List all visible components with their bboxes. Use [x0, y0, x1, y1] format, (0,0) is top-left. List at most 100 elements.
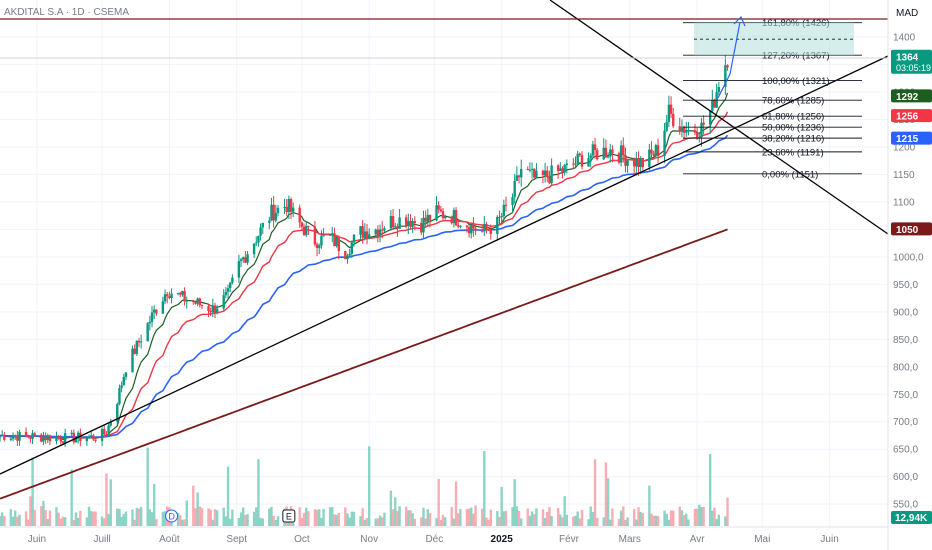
candle [131, 345, 134, 373]
volume-bar [367, 446, 371, 526]
volume-bar [122, 514, 125, 526]
candle [215, 305, 219, 315]
candle [472, 217, 475, 237]
candle [276, 205, 280, 217]
volume-bar [257, 459, 260, 526]
candle [11, 432, 15, 442]
candle [100, 427, 104, 447]
volume-bar [124, 511, 128, 526]
fib-level-label: 38,20% (1216) [762, 134, 824, 145]
price-badge-countdown: 03:05:19 [896, 63, 931, 73]
candle [428, 214, 432, 228]
volume-bar [335, 514, 338, 526]
candle [346, 253, 349, 264]
candle [556, 164, 560, 179]
volume-bar [533, 514, 536, 526]
y-tick-label: 800,0 [893, 362, 918, 373]
volume-bar [565, 514, 569, 526]
candle [513, 174, 516, 204]
candle [302, 223, 306, 236]
volume-bar [424, 518, 427, 526]
volume-bar [116, 508, 119, 526]
volume-bar [107, 513, 110, 526]
candle [672, 107, 675, 129]
volume-bar [715, 519, 718, 526]
candle [626, 159, 629, 173]
candle [526, 166, 529, 171]
candle [374, 228, 377, 238]
candle [559, 161, 562, 172]
candle [444, 214, 447, 220]
volume-bar [617, 518, 621, 526]
volume-bar [682, 515, 686, 526]
volume-bar [622, 506, 625, 526]
candle [274, 204, 278, 223]
candle [665, 114, 668, 133]
candle [517, 174, 521, 184]
volume-bar [120, 516, 123, 526]
volume-bar [196, 492, 199, 526]
candle [548, 170, 551, 185]
candle [520, 159, 523, 187]
candle [335, 237, 338, 248]
candle [580, 151, 584, 170]
candle [578, 152, 582, 157]
volume-bar [148, 509, 152, 526]
volume-badge: 12,94K [891, 511, 932, 524]
fib-level-label: 127,20% (1367) [762, 51, 830, 62]
candle [183, 287, 186, 306]
volume-bar [656, 515, 660, 526]
volume-bar [450, 507, 453, 526]
volume-bar [255, 507, 258, 526]
volume-bar [394, 497, 397, 526]
candle [563, 163, 566, 176]
candle [350, 240, 354, 258]
volume-bar [470, 507, 473, 526]
candle [239, 257, 243, 268]
candle [166, 291, 169, 304]
candle [155, 309, 158, 316]
volume-bar [150, 512, 154, 526]
candle [18, 429, 21, 446]
volume-bar [576, 511, 579, 526]
candle [259, 223, 262, 241]
y-tick-label: 950,0 [893, 280, 918, 291]
candle [313, 221, 317, 247]
event-marker: D [165, 509, 179, 523]
volume-bar [224, 516, 228, 526]
candle [708, 110, 712, 134]
volume-bar [619, 510, 623, 526]
volume-bar [72, 519, 76, 526]
candle [652, 150, 655, 158]
candle [487, 228, 490, 232]
candle [328, 233, 332, 236]
volume-bar [109, 479, 112, 526]
candle [87, 434, 91, 439]
candle [698, 132, 701, 143]
x-tick-label: Avr [690, 534, 705, 545]
candle [639, 156, 642, 175]
price-badge: 1292 [891, 89, 932, 103]
volume-bar [457, 513, 460, 526]
candle [146, 322, 149, 342]
volume-bar [500, 486, 503, 526]
candle [289, 197, 293, 219]
y-tick-label: 600,0 [893, 472, 918, 483]
volume-bar [209, 509, 212, 526]
volume-bar [272, 515, 275, 526]
volume-bar [717, 514, 721, 526]
candle [378, 224, 382, 243]
candle [396, 223, 399, 237]
volume-bar [244, 514, 247, 526]
candle [565, 159, 569, 174]
candle [163, 289, 167, 305]
volume-bar [637, 507, 640, 526]
candle [194, 301, 197, 305]
candle [90, 430, 93, 439]
volume-bar [118, 508, 121, 526]
candle [211, 298, 215, 318]
candle [489, 224, 493, 240]
candle [222, 289, 225, 311]
candle [176, 292, 180, 296]
